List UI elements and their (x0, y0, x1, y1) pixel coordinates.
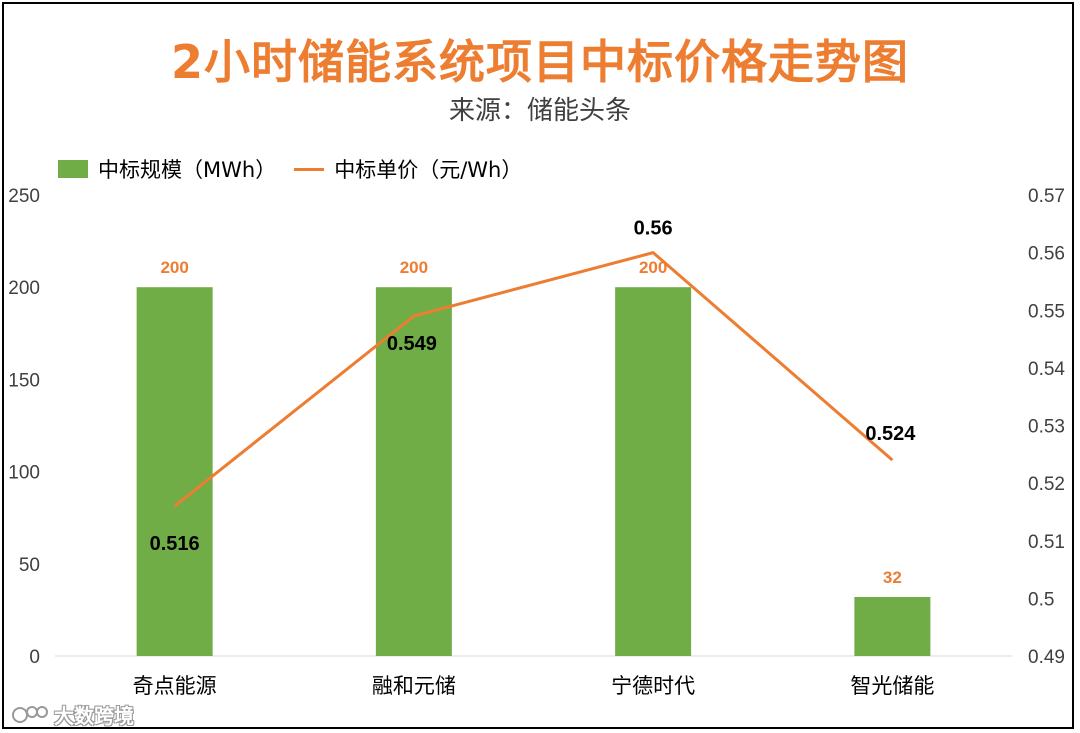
legend-line-label: 中标单价（元/Wh） (334, 158, 523, 182)
line-value-label: 0.524 (865, 423, 916, 445)
y-right-tick-label: 0.51 (1028, 532, 1065, 553)
bar (615, 287, 692, 656)
chart-title: 2小时储能系统项目中标价格走势图 (170, 35, 909, 89)
y-left-tick-label: 150 (8, 370, 40, 391)
y-right-tick-label: 0.55 (1028, 301, 1065, 322)
legend-bar-swatch (58, 160, 88, 178)
legend: 中标规模（MWh） 中标单价（元/Wh） (58, 155, 540, 183)
watermark-text: 大数跨境 (54, 704, 134, 728)
y-right-tick-label: 0.57 (1028, 186, 1065, 207)
line-value-label: 0.549 (387, 333, 437, 355)
category-label: 奇点能源 (133, 674, 217, 698)
watermark-logo-icon (12, 705, 48, 723)
price-line (173, 251, 894, 508)
line-value-label: 0.516 (150, 533, 200, 555)
bar-value-label: 32 (883, 568, 902, 587)
bar-value-label: 200 (400, 258, 428, 277)
y-left-tick-label: 250 (8, 186, 40, 207)
y-right-tick-label: 0.53 (1028, 417, 1065, 438)
y-left-tick-label: 0 (29, 647, 40, 668)
bar (136, 287, 213, 656)
y-right-tick-label: 0.54 (1028, 359, 1065, 380)
category-label: 宁德时代 (611, 674, 695, 698)
y-right-tick-label: 0.56 (1028, 244, 1065, 265)
chart-subtitle: 来源：储能头条 (448, 96, 631, 126)
legend-line-swatch (294, 167, 325, 171)
y-left-tick-label: 200 (8, 278, 40, 299)
watermark: 大数跨境 (12, 700, 134, 729)
legend-item-bar: 中标规模（MWh） (58, 154, 276, 184)
y-left-tick-label: 50 (19, 555, 40, 576)
line-value-label: 0.56 (634, 218, 673, 240)
y-right-tick-label: 0.52 (1028, 474, 1065, 495)
bar (375, 287, 452, 656)
bar-value-label: 200 (639, 258, 667, 277)
bar-value-label: 200 (160, 258, 188, 277)
category-label: 智光储能 (850, 674, 934, 698)
legend-bar-label: 中标规模（MWh） (98, 158, 277, 182)
legend-item-line: 中标单价（元/Wh） (294, 154, 522, 184)
y-right-tick-label: 0.5 (1028, 589, 1054, 610)
y-left-tick-label: 100 (8, 463, 40, 484)
category-label: 融和元储 (372, 674, 456, 698)
y-right-tick-label: 0.49 (1028, 647, 1065, 668)
bar (854, 596, 931, 656)
